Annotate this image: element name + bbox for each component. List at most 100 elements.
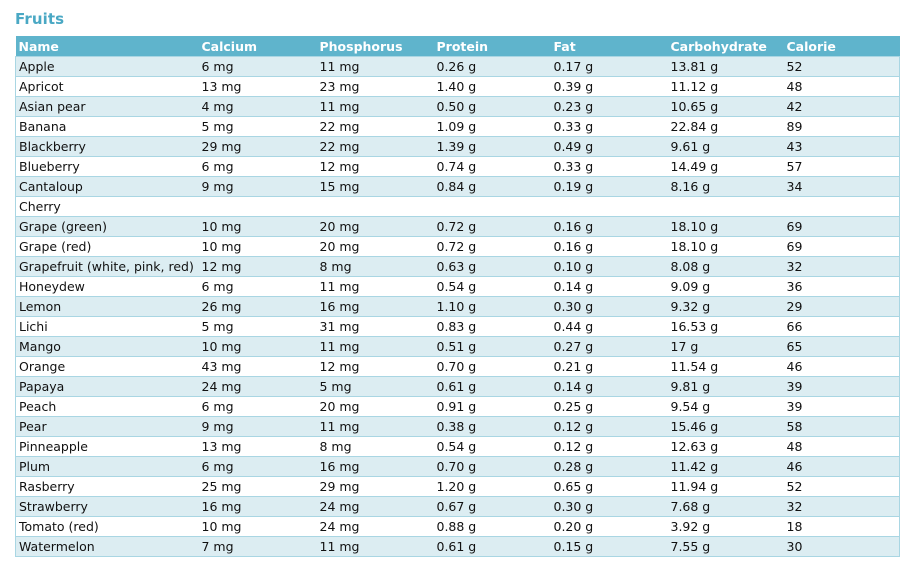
cell-name: Asian pear xyxy=(15,96,199,117)
cell-fat: 0.17 g xyxy=(550,56,668,77)
table-row: Cantaloup 9 mg 15 mg 0.84 g 0.19 g 8.16 g 34 xyxy=(15,176,900,197)
cell-protein: 0.74 g xyxy=(433,156,551,177)
cell-fat xyxy=(550,196,668,217)
cell-fat: 0.14 g xyxy=(550,276,668,297)
cell-carbohydrate: 8.16 g xyxy=(667,176,784,197)
cell-phosphorus: 24 mg xyxy=(316,516,434,537)
cell-protein: 0.72 g xyxy=(433,216,551,237)
table-row: Banana 5 mg 22 mg 1.09 g 0.33 g 22.84 g 89 xyxy=(15,116,900,137)
cell-fat: 0.15 g xyxy=(550,536,668,557)
table-row: Orange 43 mg 12 mg 0.70 g 0.21 g 11.54 g 46 xyxy=(15,356,900,377)
cell-phosphorus xyxy=(316,196,434,217)
nutrition-table: Name Calcium Phosphorus Protein Fat Carb… xyxy=(15,36,900,557)
cell-name: Rasberry xyxy=(15,476,199,497)
column-header-carbohydrate: Carbohydrate xyxy=(667,36,784,57)
cell-calorie: 36 xyxy=(783,276,900,297)
column-header-calcium: Calcium xyxy=(198,36,317,57)
cell-calcium: 29 mg xyxy=(198,136,317,157)
cell-carbohydrate: 11.42 g xyxy=(667,456,784,477)
cell-name: Cantaloup xyxy=(15,176,199,197)
table-row: Cherry xyxy=(15,196,900,217)
cell-calcium: 6 mg xyxy=(198,456,317,477)
cell-name: Tomato (red) xyxy=(15,516,199,537)
cell-phosphorus: 20 mg xyxy=(316,216,434,237)
cell-protein: 0.84 g xyxy=(433,176,551,197)
cell-phosphorus: 29 mg xyxy=(316,476,434,497)
table-row: Tomato (red) 10 mg 24 mg 0.88 g 0.20 g 3.92 g… xyxy=(15,516,900,537)
cell-calcium: 13 mg xyxy=(198,436,317,457)
cell-carbohydrate: 11.54 g xyxy=(667,356,784,377)
cell-carbohydrate: 7.55 g xyxy=(667,536,784,557)
cell-fat: 0.39 g xyxy=(550,76,668,97)
cell-protein: 0.61 g xyxy=(433,536,551,557)
cell-carbohydrate: 9.81 g xyxy=(667,376,784,397)
cell-name: Lemon xyxy=(15,296,199,317)
cell-carbohydrate: 3.92 g xyxy=(667,516,784,537)
cell-fat: 0.19 g xyxy=(550,176,668,197)
cell-calcium: 9 mg xyxy=(198,176,317,197)
cell-phosphorus: 20 mg xyxy=(316,236,434,257)
table-row: Pinneapple 13 mg 8 mg 0.54 g 0.12 g 12.63 g 48 xyxy=(15,436,900,457)
cell-fat: 0.12 g xyxy=(550,436,668,457)
cell-calorie: 69 xyxy=(783,236,900,257)
cell-fat: 0.65 g xyxy=(550,476,668,497)
cell-carbohydrate: 7.68 g xyxy=(667,496,784,517)
cell-phosphorus: 11 mg xyxy=(316,536,434,557)
cell-carbohydrate: 13.81 g xyxy=(667,56,784,77)
cell-phosphorus: 22 mg xyxy=(316,136,434,157)
cell-fat: 0.23 g xyxy=(550,96,668,117)
cell-protein: 0.50 g xyxy=(433,96,551,117)
cell-calcium: 7 mg xyxy=(198,536,317,557)
cell-protein: 1.20 g xyxy=(433,476,551,497)
cell-protein: 0.38 g xyxy=(433,416,551,437)
table-row: Grape (green) 10 mg 20 mg 0.72 g 0.16 g 18.10… xyxy=(15,216,900,237)
cell-calorie: 57 xyxy=(783,156,900,177)
cell-calorie: 69 xyxy=(783,216,900,237)
table-row: Papaya 24 mg 5 mg 0.61 g 0.14 g 9.81 g 39 xyxy=(15,376,900,397)
cell-phosphorus: 12 mg xyxy=(316,156,434,177)
cell-protein: 0.54 g xyxy=(433,436,551,457)
cell-calcium: 10 mg xyxy=(198,216,317,237)
cell-calcium: 6 mg xyxy=(198,396,317,417)
cell-name: Cherry xyxy=(15,196,199,217)
cell-calcium: 6 mg xyxy=(198,56,317,77)
cell-calorie: 89 xyxy=(783,116,900,137)
cell-calcium: 25 mg xyxy=(198,476,317,497)
cell-phosphorus: 20 mg xyxy=(316,396,434,417)
cell-calcium: 4 mg xyxy=(198,96,317,117)
cell-fat: 0.33 g xyxy=(550,116,668,137)
cell-protein: 0.54 g xyxy=(433,276,551,297)
table-row: Asian pear 4 mg 11 mg 0.50 g 0.23 g 10.65 g 42 xyxy=(15,96,900,117)
cell-calcium: 10 mg xyxy=(198,516,317,537)
column-header-phosphorus: Phosphorus xyxy=(316,36,434,57)
cell-phosphorus: 8 mg xyxy=(316,256,434,277)
cell-calorie: 39 xyxy=(783,396,900,417)
cell-fat: 0.27 g xyxy=(550,336,668,357)
cell-name: Grape (red) xyxy=(15,236,199,257)
cell-carbohydrate: 9.09 g xyxy=(667,276,784,297)
cell-calorie: 34 xyxy=(783,176,900,197)
cell-fat: 0.28 g xyxy=(550,456,668,477)
cell-fat: 0.25 g xyxy=(550,396,668,417)
cell-name: Banana xyxy=(15,116,199,137)
cell-protein: 0.63 g xyxy=(433,256,551,277)
cell-name: Watermelon xyxy=(15,536,199,557)
cell-name: Pear xyxy=(15,416,199,437)
cell-protein: 0.61 g xyxy=(433,376,551,397)
cell-name: Blueberry xyxy=(15,156,199,177)
cell-carbohydrate: 9.32 g xyxy=(667,296,784,317)
cell-carbohydrate: 10.65 g xyxy=(667,96,784,117)
cell-calorie: 46 xyxy=(783,356,900,377)
table-header: Name Calcium Phosphorus Protein Fat Carb… xyxy=(15,36,900,57)
cell-protein: 0.26 g xyxy=(433,56,551,77)
table-row: Grape (red) 10 mg 20 mg 0.72 g 0.16 g 18.10 g… xyxy=(15,236,900,257)
cell-calcium: 9 mg xyxy=(198,416,317,437)
cell-name: Apricot xyxy=(15,76,199,97)
table-row: Pear 9 mg 11 mg 0.38 g 0.12 g 15.46 g 58 xyxy=(15,416,900,437)
cell-carbohydrate: 22.84 g xyxy=(667,116,784,137)
table-row: Strawberry 16 mg 24 mg 0.67 g 0.30 g 7.68 g 32 xyxy=(15,496,900,517)
cell-calcium: 43 mg xyxy=(198,356,317,377)
cell-calorie: 65 xyxy=(783,336,900,357)
cell-fat: 0.30 g xyxy=(550,296,668,317)
cell-phosphorus: 16 mg xyxy=(316,456,434,477)
